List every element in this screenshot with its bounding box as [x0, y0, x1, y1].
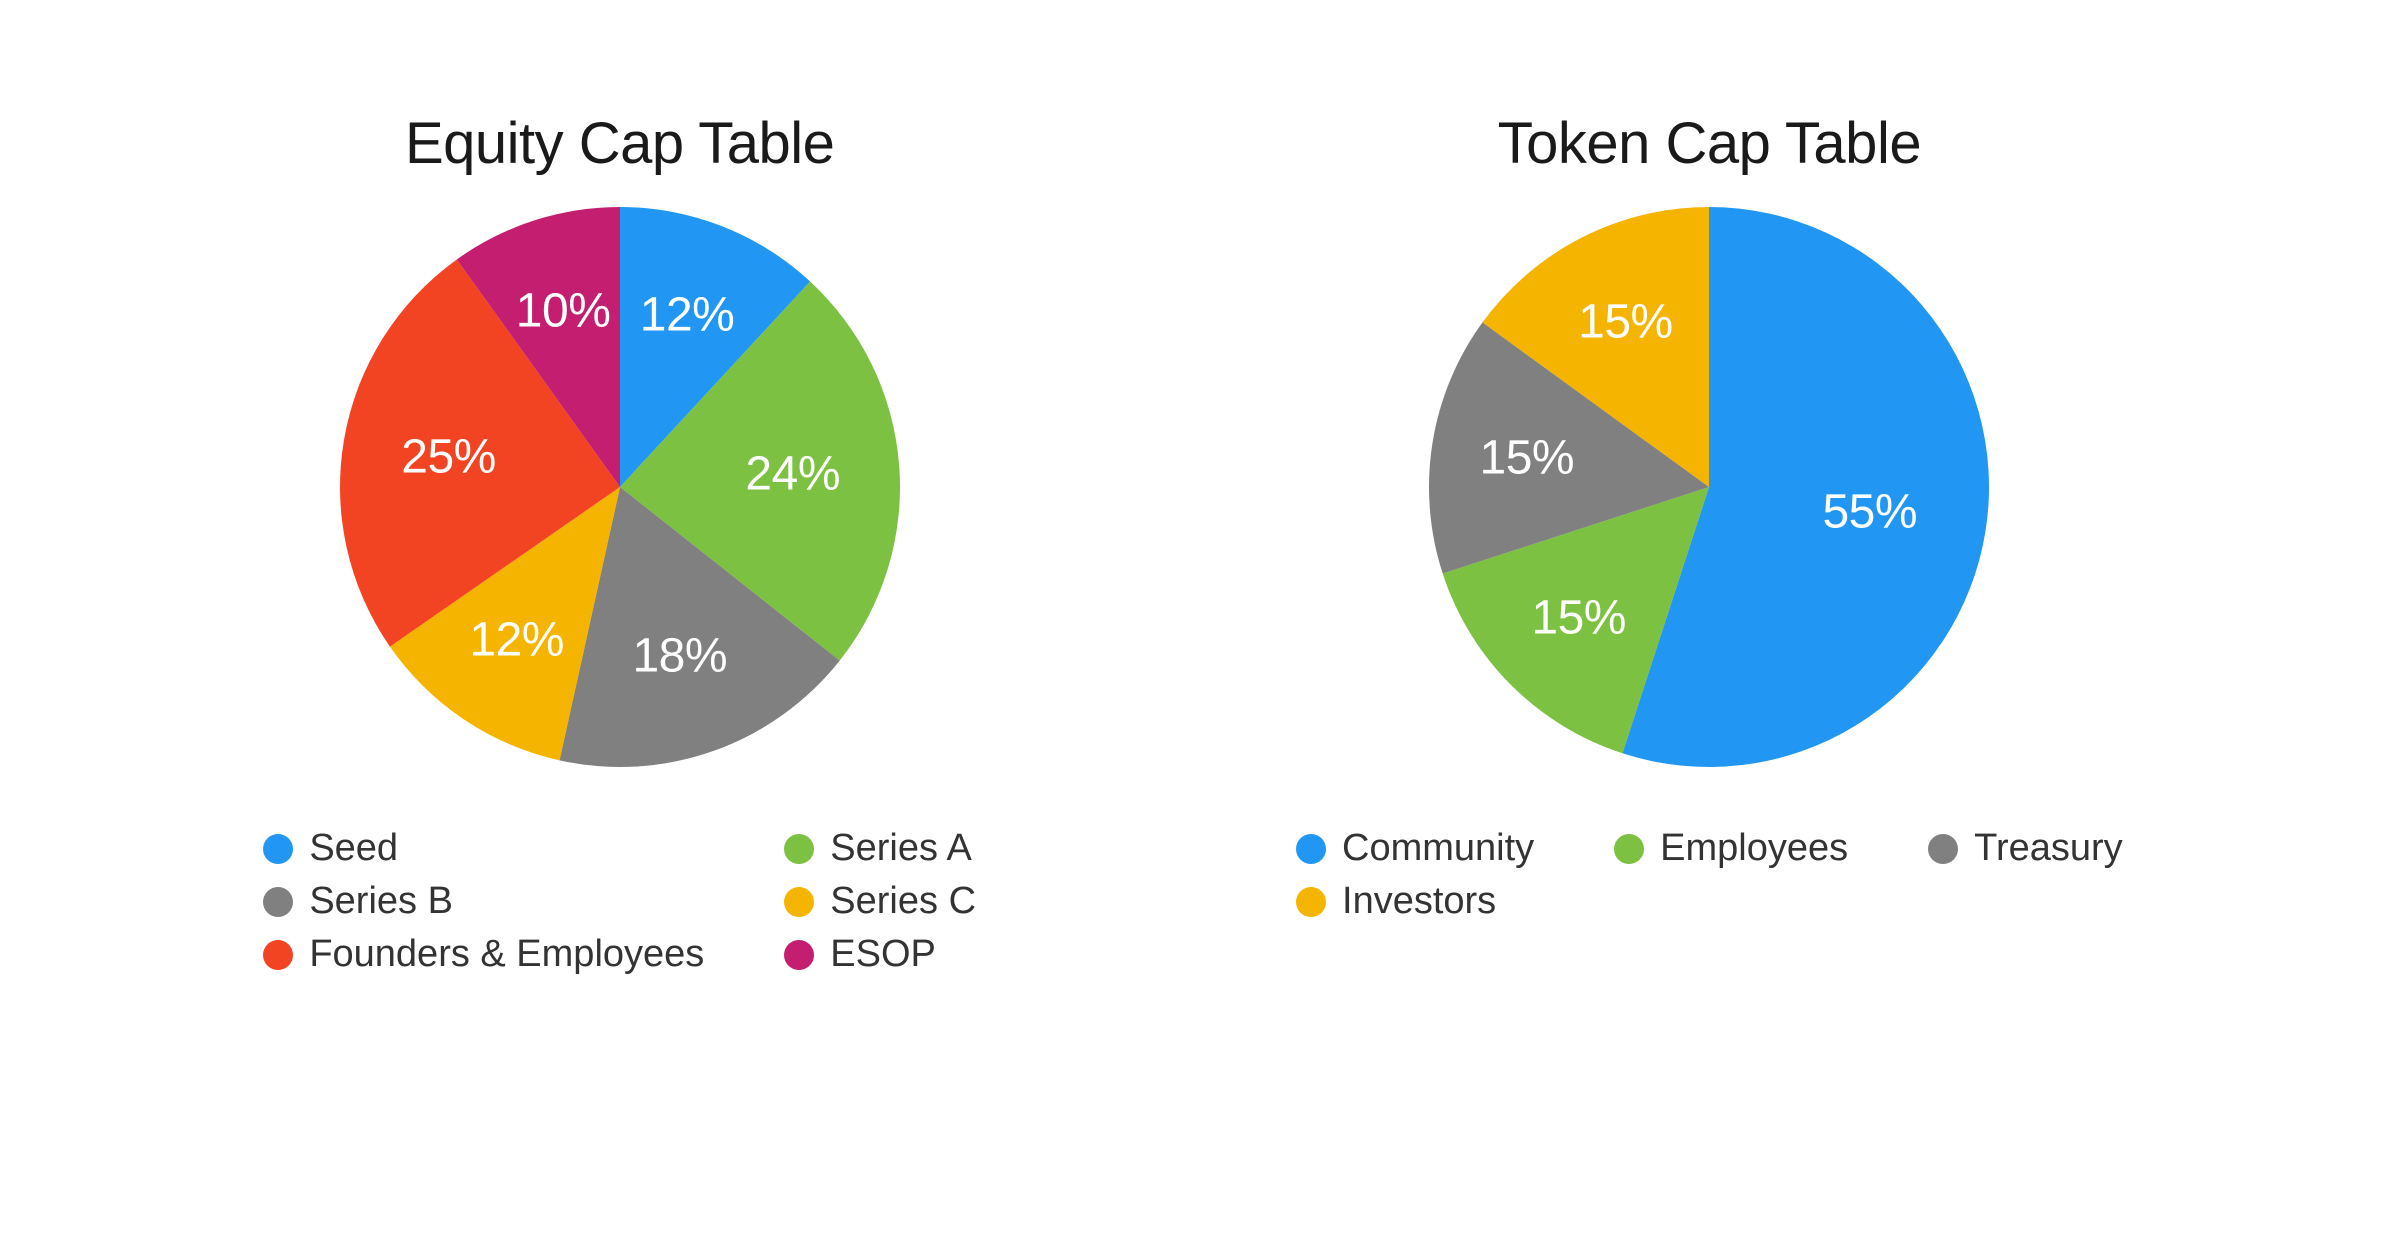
legend-label: Series C — [830, 880, 976, 923]
legend-label: Treasury — [1974, 827, 2123, 870]
legend-label: ESOP — [830, 933, 936, 976]
legend: Community Employees Treasury Investors — [1296, 827, 2123, 923]
chart-equity: Equity Cap Table12%24%18%12%25%10%SeedSe… — [263, 110, 976, 976]
chart-title: Token Cap Table — [1498, 110, 1922, 177]
legend-swatch — [784, 940, 814, 970]
slice-label: 18% — [632, 628, 727, 683]
legend-label: Community — [1342, 827, 1534, 870]
legend-item: Investors — [1296, 880, 1534, 923]
legend-item: Series C — [784, 880, 976, 923]
slice-label: 10% — [516, 284, 611, 339]
chart-token: Token Cap Table 55% 15% 15% 15% Community Empl… — [1296, 110, 2123, 976]
legend-swatch — [263, 940, 293, 970]
slice-label: 15% — [1578, 295, 1673, 350]
legend-item: Seed — [263, 827, 704, 870]
slice-label: 15% — [1531, 590, 1626, 645]
slice-label: 15% — [1480, 431, 1575, 486]
slice-label: 12% — [640, 287, 735, 342]
legend-swatch — [784, 887, 814, 917]
legend-swatch — [1614, 834, 1644, 864]
pie-chart: 55% 15% 15% 15% — [1429, 207, 1989, 767]
chart-title: Equity Cap Table — [405, 110, 834, 177]
legend: Seed Series A Series B Series C Founders & E… — [263, 827, 976, 976]
legend-swatch — [1296, 834, 1326, 864]
legend-item: Series A — [784, 827, 976, 870]
legend-swatch — [263, 834, 293, 864]
legend-swatch — [1928, 834, 1958, 864]
charts-row: Equity Cap Table12%24%18%12%25%10%SeedSe… — [263, 110, 2122, 976]
legend-swatch — [1296, 887, 1326, 917]
pie-chart: 12% 24% 18% 12% 25% 10% — [340, 207, 900, 767]
legend-swatch — [263, 887, 293, 917]
legend-item: ESOP — [784, 933, 976, 976]
legend-item: Employees — [1614, 827, 1848, 870]
slice-label: 25% — [401, 430, 496, 485]
legend-item: Community — [1296, 827, 1534, 870]
legend-item: Founders & Employees — [263, 933, 704, 976]
slice-label: 55% — [1822, 485, 1917, 540]
legend-label: Series B — [309, 880, 453, 923]
legend-label: Seed — [309, 827, 398, 870]
legend-label: Investors — [1342, 880, 1496, 923]
legend-label: Employees — [1660, 827, 1848, 870]
legend-item: Treasury — [1928, 827, 2123, 870]
legend-label: Series A — [830, 827, 972, 870]
slice-label: 12% — [469, 613, 564, 668]
legend-item: Series B — [263, 880, 704, 923]
legend-swatch — [784, 834, 814, 864]
legend-label: Founders & Employees — [309, 933, 704, 976]
slice-label: 24% — [745, 446, 840, 501]
